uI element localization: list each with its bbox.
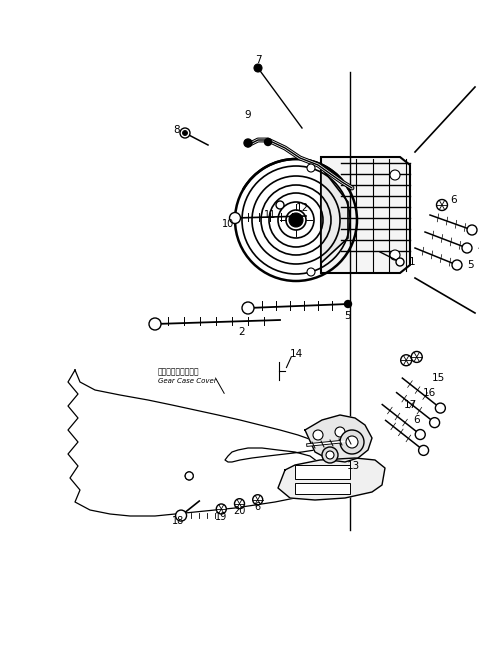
- Circle shape: [346, 436, 358, 448]
- Text: 6: 6: [451, 195, 457, 205]
- Text: 5: 5: [468, 260, 474, 270]
- Circle shape: [229, 212, 240, 223]
- Bar: [295, 483, 350, 494]
- Circle shape: [452, 260, 462, 270]
- Circle shape: [390, 250, 400, 260]
- Circle shape: [307, 268, 315, 276]
- Text: 4: 4: [478, 243, 479, 253]
- Text: 14: 14: [289, 349, 303, 359]
- Text: 6: 6: [413, 415, 420, 426]
- Text: ギヤーケースカバー: ギヤーケースカバー: [158, 368, 200, 377]
- Circle shape: [344, 301, 352, 307]
- Text: 8: 8: [174, 125, 180, 135]
- Circle shape: [244, 139, 252, 147]
- Circle shape: [419, 446, 429, 455]
- Text: 2: 2: [239, 327, 245, 337]
- Circle shape: [217, 504, 226, 514]
- Text: 1: 1: [409, 257, 415, 267]
- Circle shape: [254, 64, 262, 72]
- Circle shape: [436, 200, 447, 210]
- Circle shape: [276, 201, 284, 209]
- Circle shape: [180, 128, 190, 138]
- Circle shape: [401, 355, 411, 366]
- Text: 18: 18: [172, 516, 184, 526]
- Circle shape: [326, 451, 334, 459]
- Text: 7: 7: [255, 55, 262, 65]
- Text: 20: 20: [233, 506, 246, 516]
- Circle shape: [253, 494, 262, 505]
- Circle shape: [182, 130, 187, 136]
- Circle shape: [340, 430, 364, 454]
- Circle shape: [467, 225, 477, 235]
- Polygon shape: [305, 415, 372, 462]
- Text: 5: 5: [345, 311, 351, 321]
- Circle shape: [313, 430, 323, 440]
- Circle shape: [289, 213, 303, 227]
- Text: 10: 10: [222, 219, 234, 229]
- Text: 15: 15: [432, 373, 445, 383]
- Text: 17: 17: [403, 399, 417, 410]
- Circle shape: [235, 498, 244, 509]
- Text: 6: 6: [255, 502, 261, 512]
- Circle shape: [307, 164, 315, 172]
- Text: 16: 16: [422, 387, 436, 398]
- Circle shape: [353, 435, 363, 445]
- Circle shape: [435, 403, 445, 413]
- Circle shape: [430, 418, 440, 428]
- Circle shape: [264, 139, 272, 145]
- Polygon shape: [68, 370, 322, 516]
- Circle shape: [415, 430, 425, 440]
- Polygon shape: [278, 458, 385, 500]
- Polygon shape: [321, 157, 410, 273]
- Bar: [295, 465, 350, 479]
- Text: 9: 9: [245, 110, 251, 120]
- Text: 13: 13: [347, 461, 360, 471]
- Circle shape: [322, 447, 338, 463]
- Polygon shape: [321, 167, 348, 263]
- Circle shape: [185, 472, 193, 480]
- Circle shape: [396, 258, 404, 266]
- Circle shape: [390, 170, 400, 180]
- Circle shape: [149, 318, 161, 330]
- Text: 12: 12: [296, 203, 308, 213]
- Circle shape: [242, 302, 254, 314]
- Text: 19: 19: [215, 512, 228, 522]
- Circle shape: [335, 427, 345, 437]
- Text: 11: 11: [264, 210, 276, 220]
- Circle shape: [411, 352, 422, 362]
- Text: Gear Case Cover: Gear Case Cover: [158, 377, 217, 384]
- Circle shape: [462, 243, 472, 253]
- Circle shape: [176, 510, 186, 521]
- Circle shape: [185, 472, 193, 480]
